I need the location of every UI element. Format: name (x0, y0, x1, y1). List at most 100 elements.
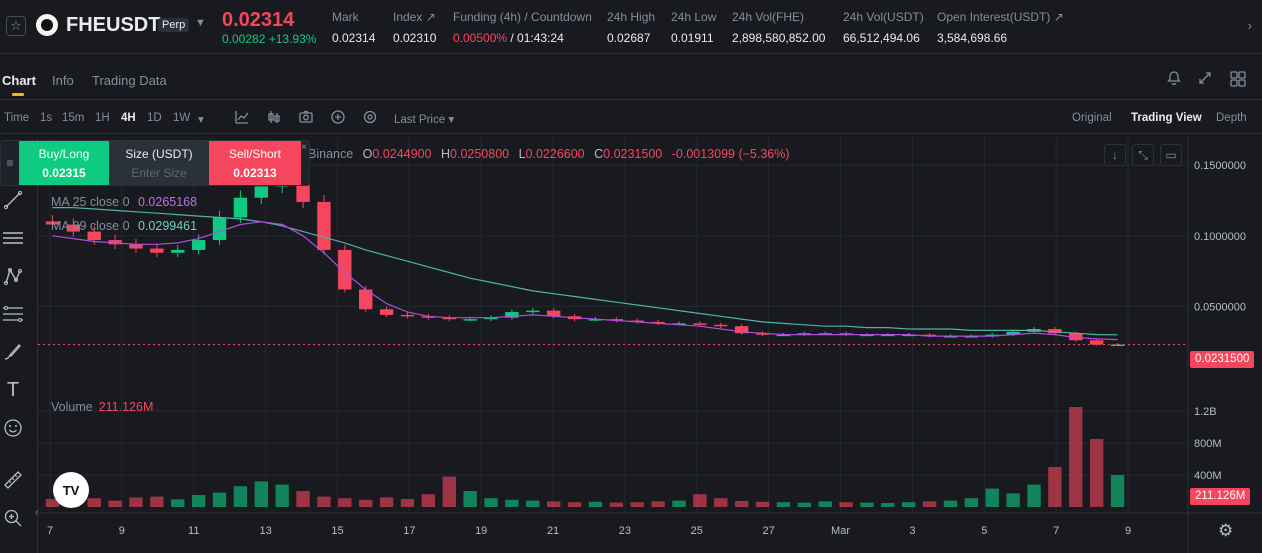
scroll-down-arrow-icon[interactable]: ↓ (1104, 144, 1126, 166)
candle-body (505, 312, 519, 318)
view-trading-view[interactable]: Trading View (1131, 112, 1202, 124)
volume-bar (546, 501, 561, 507)
trendline-tool-icon[interactable] (0, 187, 26, 213)
open-value: 0.0244900 (372, 147, 432, 161)
volume-bar (233, 486, 248, 507)
time-tick-label: 11 (188, 525, 199, 537)
interval-4h[interactable]: 4H (121, 112, 136, 124)
stat-label: Funding (4h) / Countdown (453, 10, 592, 24)
candle-body (191, 240, 206, 250)
stat-value: 0.01911 (671, 31, 714, 45)
layout-grid-icon[interactable] (1229, 70, 1247, 93)
price-type-select[interactable]: Last Price ▾ (394, 112, 454, 126)
last-price-tag: 0.0231500 (1190, 351, 1255, 368)
time-tick-label: 15 (331, 525, 343, 537)
view-depth[interactable]: Depth (1216, 112, 1247, 124)
stat-value: 3,584,698.66 (937, 31, 1008, 45)
stat-24h-vol-usdt: 24h Vol(USDT) 66,512,494.06 (843, 10, 924, 45)
horizontal-lines-tool-icon[interactable] (0, 225, 26, 251)
stat-index[interactable]: Index ↗ 0.02310 (393, 10, 436, 45)
chart-toolbar: Time 1s 15m 1H 4H 1D 1W ▾ Last Price ▾ O… (0, 104, 1262, 134)
ma25-legend[interactable]: MA 25 close 0 0.0265168 (51, 195, 197, 209)
ma99-label: MA 99 close 0 (51, 219, 130, 233)
ruler-tool-icon[interactable] (0, 467, 26, 493)
price-tick-label: 0.1500000 (1194, 160, 1246, 172)
buy-long-button[interactable]: Buy/Long 0.02315 (19, 141, 109, 185)
size-placeholder: Enter Size (131, 166, 187, 180)
view-original[interactable]: Original (1072, 112, 1112, 124)
favorite-star-icon[interactable]: ☆ (6, 16, 26, 36)
volume-bar (630, 502, 644, 507)
candle-body (526, 310, 540, 313)
close-label: C (594, 147, 604, 161)
time-tick-label: 7 (47, 525, 53, 537)
price-type-label: Last Price (394, 114, 446, 126)
interval-1s[interactable]: 1s (40, 112, 53, 124)
symbol-dropdown-caret-icon[interactable]: ▼ (195, 17, 206, 29)
stat-mark: Mark 0.02314 (332, 10, 375, 45)
tab-chart[interactable]: Chart (2, 73, 36, 88)
interval-15m[interactable]: 15m (62, 112, 85, 124)
settings-gear-icon[interactable] (362, 109, 378, 128)
volume-axis: 1.2B 800M 400M (1194, 406, 1222, 482)
interval-1w[interactable]: 1W (173, 112, 191, 124)
header-more-chevron-icon[interactable]: › (1247, 18, 1252, 33)
candle-body (755, 333, 770, 335)
fib-retracement-tool-icon[interactable] (0, 301, 26, 327)
alert-bell-icon[interactable] (1166, 70, 1182, 91)
text-tool-icon[interactable]: T (6, 378, 20, 401)
volume-bar (275, 484, 289, 507)
size-input[interactable]: Size (USDT) Enter Size (109, 141, 209, 185)
candle-body (421, 316, 436, 318)
interval-1h[interactable]: 1H (95, 112, 110, 124)
time-tick-label: 27 (763, 525, 775, 537)
candle-body (1089, 340, 1104, 345)
interval-time[interactable]: Time (4, 112, 30, 124)
volume-bar (171, 499, 185, 507)
scroll-left-chevron-icon[interactable]: ‹ (35, 507, 39, 518)
zoom-in-tool-icon[interactable] (0, 505, 26, 531)
candle-body (943, 336, 958, 338)
brush-tool-icon[interactable] (0, 339, 26, 365)
volume-bar (985, 488, 999, 507)
collapse-icon[interactable]: ⤡ (1132, 144, 1154, 166)
volume-bar (150, 496, 164, 507)
maximize-panel-icon[interactable]: ▭ (1160, 144, 1182, 166)
price-chart[interactable]: 0.1500000 0.1000000 0.0500000 1.2B 800M 400M… (38, 137, 1262, 553)
interval-dropdown-caret-icon[interactable]: ▾ (198, 114, 204, 126)
compare-icon[interactable] (267, 109, 283, 128)
candle-body (776, 334, 791, 337)
tradingview-logo[interactable]: TV (53, 472, 89, 508)
indicators-icon[interactable] (234, 109, 250, 128)
sell-price: 0.02313 (233, 166, 277, 180)
candle-body (985, 334, 999, 337)
time-tick-label: 25 (691, 525, 703, 537)
price-axis: 0.1500000 0.1000000 0.0500000 (1194, 160, 1246, 313)
pattern-tool-icon[interactable] (0, 263, 26, 289)
stat-value: 2,898,580,852.00 (732, 31, 826, 45)
add-plus-icon[interactable] (330, 109, 346, 128)
volume-bar (588, 501, 603, 507)
time-tick-label: Mar (831, 525, 850, 537)
fullscreen-expand-icon[interactable] (1197, 70, 1213, 91)
ma99-legend[interactable]: MA 99 close 0 0.0299461 (51, 219, 197, 233)
volume-bar (860, 502, 874, 507)
sell-short-button[interactable]: Sell/Short 0.02313 (209, 141, 301, 185)
interval-1d[interactable]: 1D (147, 112, 162, 124)
volume-bar (1006, 493, 1020, 507)
symbol-name[interactable]: FHEUSDT (66, 14, 161, 36)
candle-body (400, 314, 415, 317)
drag-handle-icon[interactable]: ≡ (6, 156, 14, 170)
screenshot-camera-icon[interactable] (298, 109, 314, 128)
tab-trading-data[interactable]: Trading Data (92, 73, 167, 88)
volume-legend[interactable]: Volume 211.126M (51, 400, 153, 414)
volume-bar (359, 499, 373, 507)
close-panel-icon[interactable]: × (301, 142, 307, 153)
emoji-tool-icon[interactable] (0, 415, 26, 441)
chart-settings-gear-icon[interactable]: ⚙ (1218, 521, 1234, 540)
tab-info[interactable]: Info (52, 73, 74, 88)
funding-countdown: / 01:43:24 (507, 31, 564, 45)
stat-label: 24h Vol(FHE) (732, 10, 805, 24)
stat-open-interest[interactable]: Open Interest(USDT) ↗ 3,584,698.66 (937, 10, 1064, 45)
stat-label: 24h High (607, 10, 656, 24)
